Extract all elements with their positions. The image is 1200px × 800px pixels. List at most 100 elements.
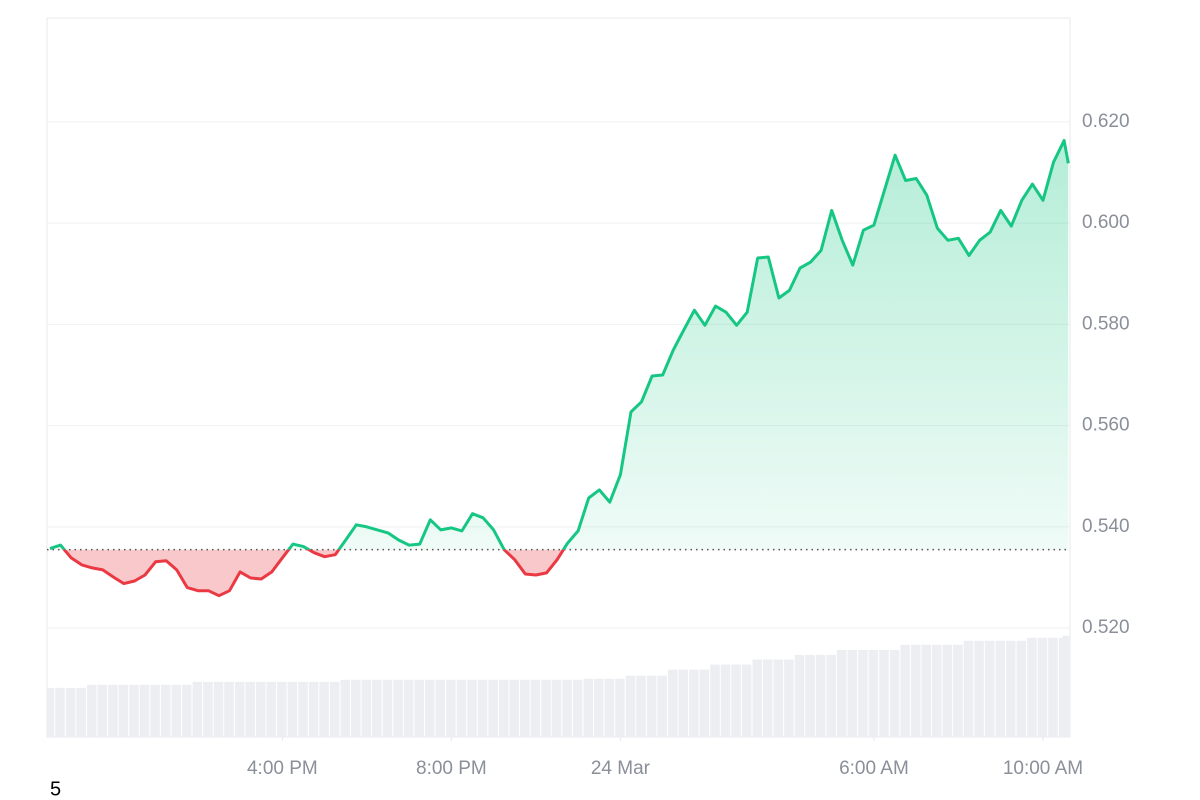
volume-bar <box>139 684 150 737</box>
volume-bar <box>361 679 372 737</box>
volume-bar <box>541 679 551 737</box>
volume-bar <box>329 681 340 737</box>
volume-bar <box>182 684 192 737</box>
volume-bar <box>752 659 763 737</box>
volume-bar <box>593 678 604 737</box>
volume-bar <box>784 659 794 737</box>
volume-bar <box>551 679 562 737</box>
volume-bar <box>763 659 773 737</box>
volume-bar <box>720 664 731 737</box>
volume-bar <box>900 644 910 737</box>
volume-bar <box>76 687 86 737</box>
volume-bar <box>953 644 963 737</box>
volume-bar <box>868 649 879 737</box>
volume-bar <box>47 687 55 737</box>
volume-bar <box>203 681 213 737</box>
volume-bar <box>118 684 129 737</box>
volume-bar <box>245 681 255 737</box>
volume-bar <box>974 640 984 737</box>
volume-bars <box>47 635 1070 737</box>
x-tick-label: 24 Mar <box>591 758 651 779</box>
volume-bar <box>1048 637 1058 737</box>
volume-bar <box>625 675 636 737</box>
volume-bar <box>847 649 858 737</box>
volume-bar <box>932 644 942 737</box>
x-tick-label: 6:00 AM <box>839 758 909 779</box>
volume-bar <box>826 654 836 737</box>
volume-bar <box>572 679 583 737</box>
volume-bar <box>805 654 815 737</box>
volume-bar <box>467 679 477 737</box>
volume-bar <box>879 649 889 737</box>
volume-bar <box>192 681 203 737</box>
volume-bar <box>382 679 393 737</box>
volume-bar <box>424 679 435 737</box>
volume-bar <box>266 681 277 737</box>
volume-bar <box>372 679 382 737</box>
y-tick-label: 0.620 <box>1082 111 1130 132</box>
volume-bar <box>836 649 847 737</box>
volume-bar <box>583 678 593 737</box>
volume-bar <box>1005 640 1016 737</box>
volume-bar <box>213 681 224 737</box>
volume-bar <box>65 687 76 737</box>
volume-bar <box>815 654 826 737</box>
volume-bar <box>910 644 921 737</box>
volume-bar <box>477 679 488 737</box>
volume-bar <box>55 687 65 737</box>
volume-bar <box>889 649 900 737</box>
volume-bar <box>942 644 953 737</box>
volume-bar <box>150 684 160 737</box>
volume-bar <box>604 678 615 737</box>
volume-bar <box>488 679 498 737</box>
volume-bar <box>277 681 287 737</box>
volume-bar <box>731 664 741 737</box>
volume-bar <box>234 681 245 737</box>
volume-bar <box>699 669 710 737</box>
volume-bar <box>1027 637 1037 737</box>
volume-bar <box>689 669 699 737</box>
volume-bar <box>129 684 139 737</box>
volume-bar <box>498 679 509 737</box>
volume-bar <box>562 679 572 737</box>
volume-bar <box>520 679 530 737</box>
volume-bar <box>858 649 868 737</box>
volume-bar <box>97 684 108 737</box>
y-tick-label: 0.560 <box>1082 415 1130 436</box>
volume-bar <box>963 640 974 737</box>
volume-bar <box>509 679 520 737</box>
volume-bar <box>435 679 446 737</box>
volume-bar <box>414 679 424 737</box>
volume-bar <box>710 664 720 737</box>
volume-bar <box>308 681 319 737</box>
volume-bar <box>340 679 351 737</box>
volume-bar <box>741 664 752 737</box>
volume-bar <box>646 675 657 737</box>
volume-bar <box>921 644 932 737</box>
volume-bar <box>224 681 234 737</box>
volume-bar <box>319 681 329 737</box>
area-up <box>50 140 1069 550</box>
volume-bar <box>446 679 456 737</box>
volume-bar <box>615 678 625 737</box>
price-line-up <box>49 139 1070 550</box>
volume-bar <box>255 681 266 737</box>
volume-bar <box>108 684 118 737</box>
volume-bar <box>773 659 784 737</box>
volume-bar <box>351 679 361 737</box>
volume-bar <box>657 675 667 737</box>
x-tick-label: 8:00 PM <box>416 758 487 779</box>
price-line-down <box>50 549 566 598</box>
volume-bar <box>636 675 646 737</box>
volume-bar <box>287 681 298 737</box>
volume-bar <box>171 684 182 737</box>
x-tick-label: 4:00 PM <box>247 758 318 779</box>
volume-bar <box>403 679 414 737</box>
volume-bar <box>995 640 1005 737</box>
volume-bar <box>1063 635 1070 737</box>
y-tick-label: 0.540 <box>1082 516 1130 537</box>
volume-bar <box>984 640 995 737</box>
volume-bar <box>1037 637 1048 737</box>
volume-bar <box>530 679 541 737</box>
